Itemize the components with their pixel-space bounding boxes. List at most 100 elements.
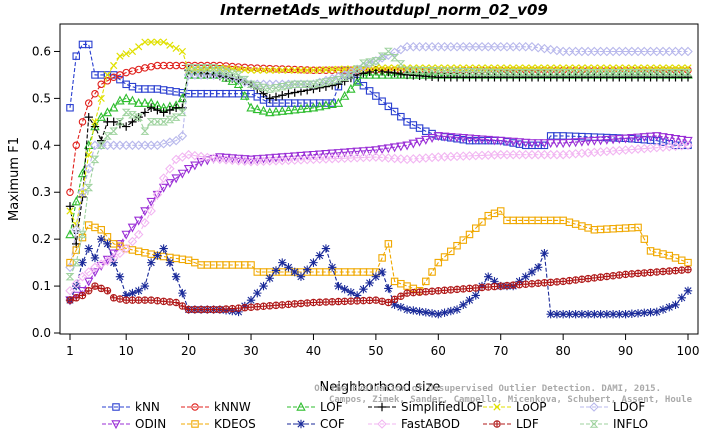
data-point: [683, 286, 693, 295]
data-point: [78, 118, 87, 126]
data-point: [178, 47, 186, 56]
data-point: [240, 156, 250, 167]
data-point: [571, 220, 580, 228]
data-point: [328, 298, 336, 306]
data-point: [614, 68, 624, 77]
data-point: [414, 41, 425, 52]
data-point: [121, 291, 131, 300]
data-point: [240, 75, 250, 84]
data-point: [296, 151, 306, 161]
data-point: [676, 46, 687, 57]
y-tick-label: 0.4: [32, 138, 51, 152]
data-point: [103, 71, 112, 79]
data-point: [384, 284, 393, 293]
data-point: [371, 57, 381, 65]
data-point: [452, 133, 462, 143]
data-point: [65, 202, 75, 211]
data-point: [490, 68, 499, 77]
data-point: [428, 268, 436, 276]
data-point: [552, 45, 562, 56]
data-point: [358, 59, 368, 67]
data-point: [127, 140, 138, 151]
data-point: [465, 284, 474, 293]
data-point: [377, 69, 387, 79]
data-point: [140, 97, 150, 107]
data-point: [365, 296, 374, 305]
legend-label: SimplifiedLOF: [401, 400, 483, 414]
data-point: [608, 46, 618, 57]
data-point: [247, 261, 255, 269]
data-point: [171, 113, 181, 121]
data-point: [103, 77, 112, 85]
data-point: [390, 107, 399, 116]
data-point: [396, 60, 406, 68]
data-point: [121, 122, 131, 131]
data-point: [265, 94, 274, 103]
data-point: [133, 97, 144, 107]
data-point: [128, 296, 137, 304]
data-point: [108, 253, 119, 263]
data-point: [102, 107, 113, 117]
data-point: [247, 66, 255, 74]
data-point: [71, 278, 82, 289]
data-point: [608, 135, 618, 145]
data-point: [84, 112, 93, 122]
data-point: [446, 41, 456, 52]
data-point: [433, 41, 444, 52]
data-point: [372, 92, 380, 100]
data-point: [396, 154, 406, 164]
data-point: [440, 286, 449, 294]
data-point: [90, 155, 100, 164]
data-point: [177, 169, 188, 179]
data-point: [403, 282, 411, 290]
data-point: [134, 296, 143, 304]
data-point: [77, 271, 88, 282]
data-point: [396, 142, 406, 152]
data-point: [122, 296, 130, 304]
data-point: [403, 289, 411, 297]
data-point: [346, 148, 356, 158]
x-axis-label: Neighborhood size: [320, 380, 441, 395]
data-point: [115, 248, 125, 259]
data-point: [259, 66, 268, 74]
data-point: [290, 88, 299, 97]
data-point: [477, 68, 487, 76]
data-point: [440, 308, 449, 317]
data-point: [478, 218, 486, 226]
data-point: [171, 135, 181, 146]
data-point: [240, 90, 250, 100]
data-point: [215, 65, 225, 74]
data-point: [640, 308, 649, 318]
data-point: [396, 302, 406, 312]
data-point: [639, 133, 650, 143]
data-point: [66, 104, 74, 112]
legend-label: FastABOD: [401, 417, 460, 431]
data-point: [383, 47, 393, 56]
data-point: [302, 103, 312, 113]
data-point: [233, 156, 244, 166]
data-point: [502, 149, 512, 160]
data-point: [533, 149, 543, 160]
legend-label: kNN: [135, 400, 160, 414]
data-point: [615, 271, 624, 279]
data-point: [190, 161, 200, 171]
data-point: [135, 43, 143, 51]
data-point: [521, 272, 530, 281]
data-point: [490, 282, 499, 291]
legend-label: KDEOS: [214, 417, 256, 431]
data-point: [633, 309, 643, 318]
legend-marker: [377, 402, 387, 412]
data-point: [153, 105, 162, 115]
data-point: [515, 280, 524, 289]
data-point: [84, 221, 93, 229]
data-point: [328, 65, 336, 74]
data-point: [302, 151, 312, 161]
data-point: [415, 307, 424, 316]
data-point: [271, 266, 281, 275]
y-axis-label: Maximum F1: [7, 137, 22, 221]
data-point: [402, 141, 412, 151]
legend-entry: FastABOD: [368, 417, 460, 431]
data-point: [296, 272, 306, 281]
data-point: [247, 303, 255, 311]
data-point: [365, 278, 374, 288]
